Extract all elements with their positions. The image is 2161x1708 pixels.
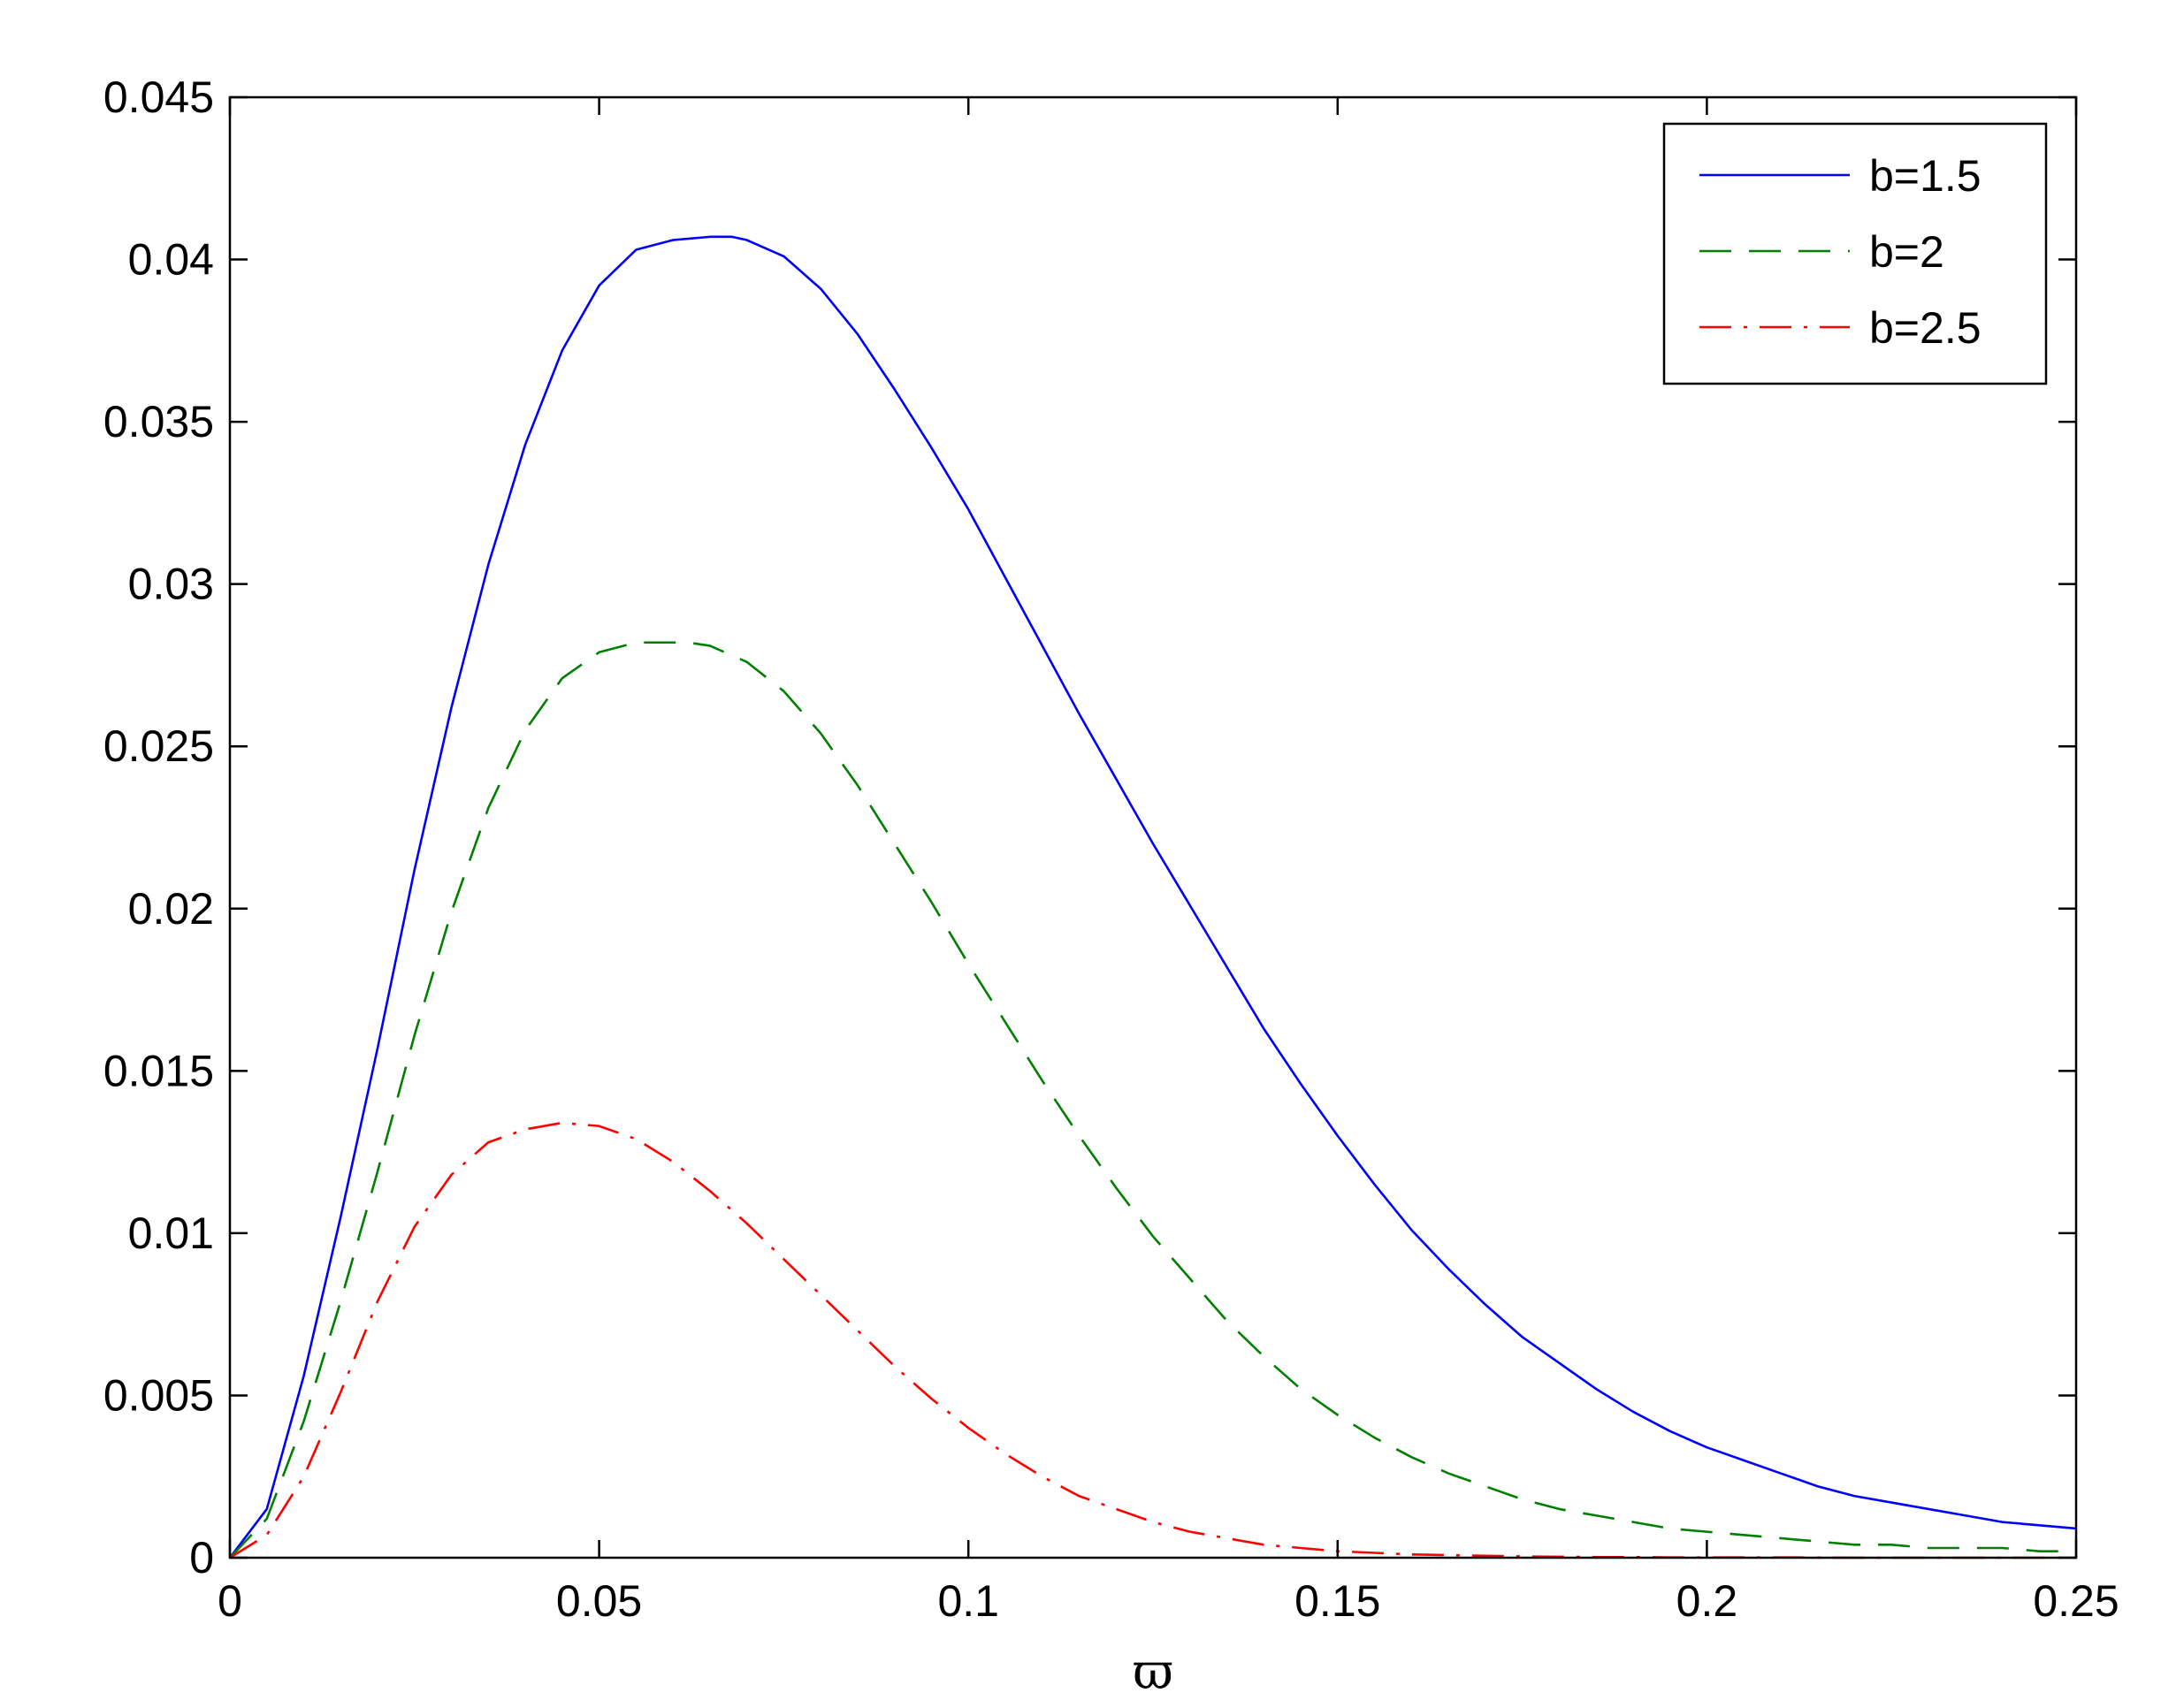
legend: b=1.5 b=2 b=2.5 <box>1662 122 2048 385</box>
y-tick-label: 0.025 <box>103 721 214 771</box>
y-tick-label: 0.045 <box>103 72 214 122</box>
y-tick-label: 0.015 <box>103 1046 214 1095</box>
plot-frame <box>228 95 2078 1559</box>
y-tick-label: 0.04 <box>128 235 214 285</box>
y-tick-label: 0.01 <box>128 1209 214 1258</box>
x-tick-label: 0.1 <box>937 1576 999 1626</box>
legend-box <box>1662 122 2048 385</box>
x-tick-label: 0.05 <box>556 1576 642 1626</box>
legend-label-1: b=1.5 <box>1869 151 1982 201</box>
y-tick-label: 0.005 <box>103 1370 214 1420</box>
x-tick-label: 0.2 <box>1676 1576 1738 1626</box>
x-axis-label: ϖ <box>1133 1643 1173 1701</box>
y-tick-label: 0.035 <box>103 397 214 446</box>
axes-layer: 0 0.05 0.1 0.15 0.2 0.25 0 0.005 0.01 0.015 0.02 0.… <box>103 72 2119 1701</box>
x-tick-label: 0.15 <box>1294 1576 1380 1626</box>
x-tick-label: 0 <box>218 1576 242 1626</box>
y-tick-label: 0.03 <box>128 560 214 609</box>
series-line-2 <box>229 641 2076 1559</box>
y-tick-label: 0.02 <box>128 884 214 934</box>
legend-label-2: b=2 <box>1869 227 1944 277</box>
legend-label-3: b=2.5 <box>1869 303 1982 353</box>
series-line-1 <box>228 235 2077 1559</box>
y-tick-label: 0 <box>189 1533 214 1582</box>
x-tick-label: 0.25 <box>2033 1576 2119 1626</box>
